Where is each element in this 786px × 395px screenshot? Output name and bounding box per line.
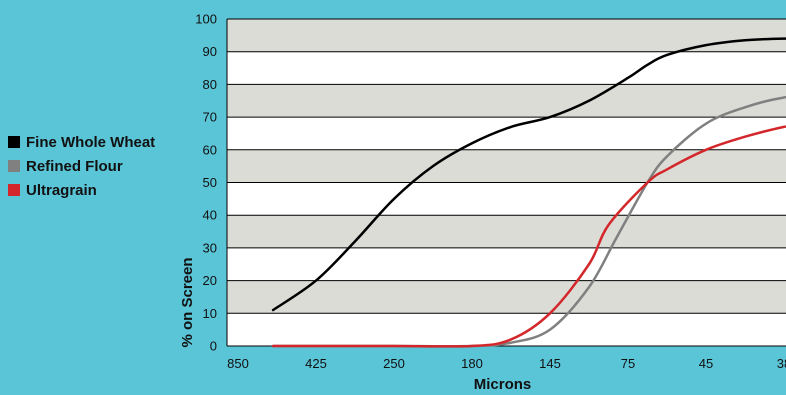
grid-band [227, 84, 786, 118]
y-axis-label: % on Screen [179, 257, 196, 347]
legend-item: Fine Whole Wheat [8, 130, 155, 154]
legend-label: Refined Flour [26, 157, 123, 175]
grid-band [227, 51, 786, 85]
legend: Fine Whole Wheat Refined Flour Ultragrain [8, 130, 155, 202]
y-tick-label: 10 [203, 306, 217, 321]
y-tick-label: 0 [210, 339, 217, 354]
series-line-ultragrain [271, 125, 786, 348]
legend-item: Ultragrain [8, 178, 155, 202]
grid-band [227, 117, 786, 150]
y-tick-label: 90 [203, 44, 217, 59]
grid-bands [227, 19, 786, 346]
x-tick-label: 145 [539, 356, 561, 371]
y-tick-label: 50 [203, 175, 217, 190]
y-tick-label: 80 [203, 77, 217, 92]
x-axis-ticks: 850 425 250 180 145 75 45 38 [227, 356, 786, 371]
y-axis-ticks: 0 10 20 30 40 50 60 70 80 90 100 [195, 12, 217, 354]
y-tick-label: 60 [203, 142, 217, 157]
x-tick-label: 75 [621, 356, 635, 371]
legend-swatch [8, 136, 20, 148]
y-tick-label: 20 [203, 273, 217, 288]
x-tick-label: 38 [777, 356, 786, 371]
legend-label: Fine Whole Wheat [26, 133, 156, 151]
x-tick-label: 180 [461, 356, 483, 371]
grid-band [227, 149, 786, 183]
grid-band [227, 247, 786, 281]
legend-swatch [8, 160, 20, 172]
legend-label: Ultragrain [26, 181, 97, 199]
gridlines [226, 18, 786, 347]
y-tick-label: 40 [203, 208, 217, 223]
grid-band [227, 182, 786, 216]
grid-band [227, 215, 786, 248]
x-tick-label: 850 [227, 356, 249, 371]
y-tick-label: 30 [203, 240, 217, 255]
legend-item: Refined Flour [8, 154, 155, 178]
legend-swatch [8, 184, 20, 196]
grid-band [227, 19, 786, 52]
x-tick-label: 250 [383, 356, 405, 371]
series-lines [271, 37, 786, 348]
grid-band [227, 280, 786, 314]
y-tick-label: 100 [195, 12, 217, 27]
series-line-fine-whole-wheat [271, 37, 786, 312]
x-tick-label: 425 [305, 356, 327, 371]
y-tick-label: 70 [203, 110, 217, 125]
x-tick-label: 45 [699, 356, 713, 371]
x-axis-label: Microns [474, 376, 532, 393]
